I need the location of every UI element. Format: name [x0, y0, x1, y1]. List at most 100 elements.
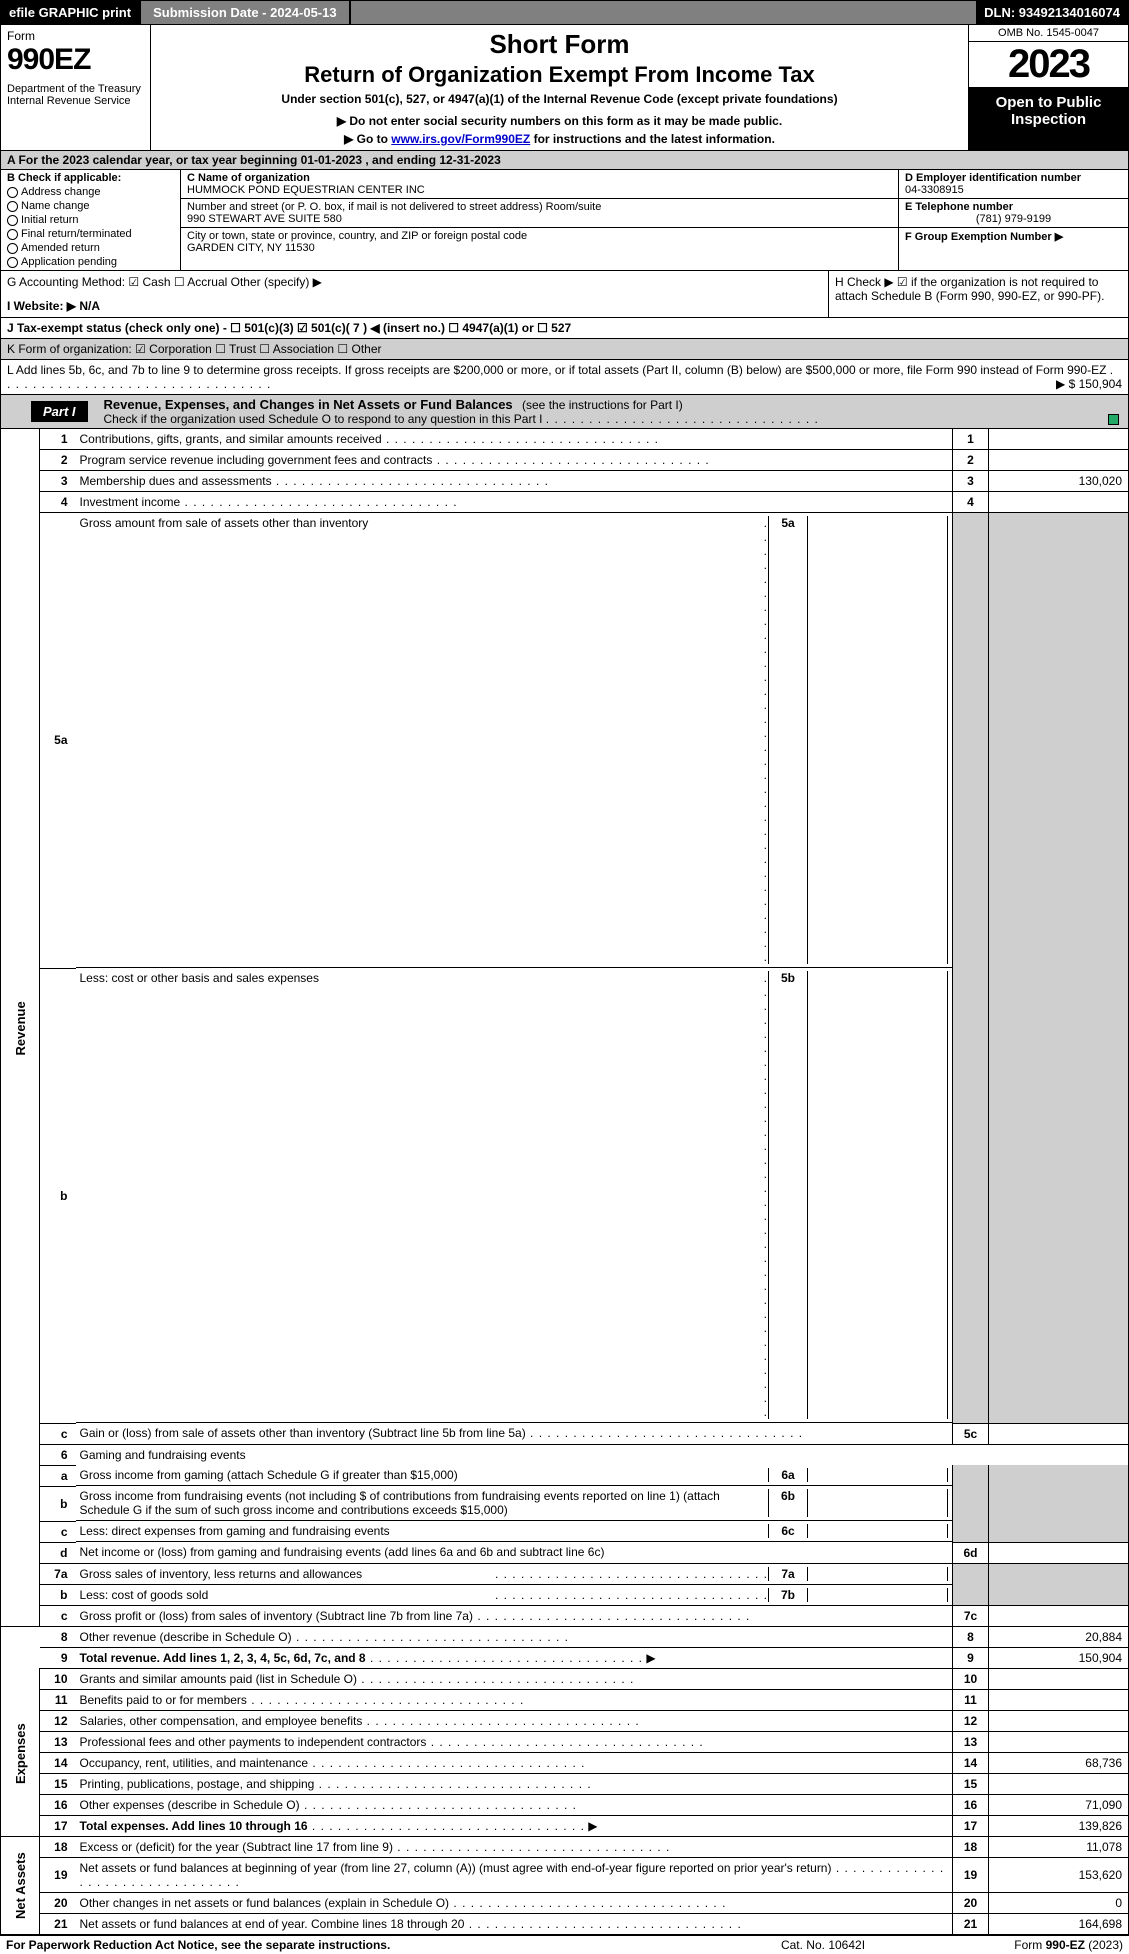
- line-9-amt: 150,904: [989, 1648, 1129, 1669]
- line-1-amt: [989, 429, 1129, 450]
- line-4-text: Investment income: [76, 492, 953, 513]
- revenue-table: Revenue 1 Contributions, gifts, grants, …: [0, 429, 1129, 1935]
- line-6b: Gross income from fundraising events (no…: [76, 1486, 953, 1521]
- efile-label[interactable]: efile GRAPHIC print: [1, 1, 139, 24]
- line-8: Other revenue (describe in Schedule O): [76, 1627, 953, 1648]
- line-5c: Gain or (loss) from sale of assets other…: [76, 1423, 953, 1444]
- part1-title: Revenue, Expenses, and Changes in Net As…: [94, 397, 513, 412]
- line-5b: Less: cost or other basis and sales expe…: [76, 968, 953, 1423]
- d-ein: D Employer identification number 04-3308…: [899, 170, 1128, 199]
- line-3-text: Membership dues and assessments: [76, 471, 953, 492]
- c-name-label: C Name of organization: [187, 172, 892, 184]
- line-20-amt: 0: [989, 1893, 1129, 1914]
- return-title: Return of Organization Exempt From Incom…: [159, 62, 960, 88]
- line-14: Occupancy, rent, utilities, and maintena…: [76, 1753, 953, 1774]
- line-10: Grants and similar amounts paid (list in…: [76, 1669, 953, 1690]
- line-6c: Less: direct expenses from gaming and fu…: [76, 1521, 953, 1542]
- line-16-amt: 71,090: [989, 1795, 1129, 1816]
- line-2-text: Program service revenue including govern…: [76, 450, 953, 471]
- ln-1: 1: [40, 429, 76, 450]
- line-19: Net assets or fund balances at beginning…: [76, 1858, 953, 1893]
- goto-instructions: ▶ Go to www.irs.gov/Form990EZ for instru…: [159, 132, 960, 146]
- irs-link[interactable]: www.irs.gov/Form990EZ: [391, 132, 530, 146]
- line-5a: Gross amount from sale of assets other t…: [76, 513, 953, 968]
- line-6: Gaming and fundraising events: [76, 1444, 1129, 1465]
- section-def: D Employer identification number 04-3308…: [898, 170, 1128, 270]
- header-mid: Short Form Return of Organization Exempt…: [151, 25, 968, 150]
- b-opt-amended[interactable]: Amended return: [7, 242, 174, 254]
- line-20: Other changes in net assets or fund bala…: [76, 1893, 953, 1914]
- department: Department of the Treasury Internal Reve…: [7, 83, 144, 107]
- line-13: Professional fees and other payments to …: [76, 1732, 953, 1753]
- footer-mid: Cat. No. 10642I: [723, 1938, 923, 1952]
- section-a-text: A For the 2023 calendar year, or tax yea…: [7, 153, 501, 167]
- line-6d: Net income or (loss) from gaming and fun…: [76, 1542, 953, 1563]
- b-opt-final[interactable]: Final return/terminated: [7, 228, 174, 240]
- b-opt-address[interactable]: Address change: [7, 186, 174, 198]
- l-amount: ▶ $ 150,904: [1056, 377, 1122, 391]
- line-7a: Gross sales of inventory, less returns a…: [76, 1564, 953, 1585]
- line-17-amt: 139,826: [989, 1816, 1129, 1837]
- part1-checkbox[interactable]: [1108, 414, 1119, 425]
- line-21: Net assets or fund balances at end of ye…: [76, 1914, 953, 1935]
- footer-left: For Paperwork Reduction Act Notice, see …: [6, 1938, 723, 1952]
- c-name: C Name of organization HUMMOCK POND EQUE…: [181, 170, 898, 199]
- section-b: B Check if applicable: Address change Na…: [1, 170, 181, 270]
- line-1-text: Contributions, gifts, grants, and simila…: [76, 429, 953, 450]
- part1-tag: Part I: [31, 401, 88, 422]
- dln: DLN: 93492134016074: [976, 1, 1128, 24]
- line-9: Total revenue. Add lines 1, 2, 3, 4, 5c,…: [76, 1648, 953, 1669]
- c-city-label: City or town, state or province, country…: [187, 230, 892, 242]
- line-6a: Gross income from gaming (attach Schedul…: [76, 1465, 953, 1486]
- b-opt-pending[interactable]: Application pending: [7, 256, 174, 268]
- section-k: K Form of organization: ☑ Corporation ☐ …: [0, 339, 1129, 360]
- e-phone: E Telephone number (781) 979-9199: [899, 199, 1128, 228]
- line-21-amt: 164,698: [989, 1914, 1129, 1935]
- section-a: A For the 2023 calendar year, or tax yea…: [0, 151, 1129, 170]
- ssn-warning: ▶ Do not enter social security numbers o…: [159, 114, 960, 128]
- line-1-num: 1: [953, 429, 989, 450]
- part1-sub: (see the instructions for Part I): [516, 398, 683, 412]
- b-opt-initial[interactable]: Initial return: [7, 214, 174, 226]
- line-14-amt: 68,736: [989, 1753, 1129, 1774]
- line-19-amt: 153,620: [989, 1858, 1129, 1893]
- footer: For Paperwork Reduction Act Notice, see …: [0, 1935, 1129, 1954]
- line-11: Benefits paid to or for members: [76, 1690, 953, 1711]
- line-8-amt: 20,884: [989, 1627, 1129, 1648]
- goto-pre: ▶ Go to: [344, 132, 391, 146]
- g-accounting: G Accounting Method: ☑ Cash ☐ Accrual Ot…: [7, 275, 822, 289]
- f-label: F Group Exemption Number ▶: [905, 231, 1063, 243]
- form-number: 990EZ: [7, 43, 144, 77]
- ein-value: 04-3308915: [905, 184, 964, 196]
- line-12: Salaries, other compensation, and employ…: [76, 1711, 953, 1732]
- line-18-amt: 11,078: [989, 1837, 1129, 1858]
- line-17: Total expenses. Add lines 10 through 16 …: [76, 1816, 953, 1837]
- header-right: OMB No. 1545-0047 2023 Open to Public In…: [968, 25, 1128, 150]
- header-left: Form 990EZ Department of the Treasury In…: [1, 25, 151, 150]
- org-name: HUMMOCK POND EQUESTRIAN CENTER INC: [187, 184, 425, 196]
- form-word: Form: [7, 29, 144, 43]
- c-addr-label: Number and street (or P. O. box, if mail…: [187, 201, 892, 213]
- section-h: H Check ▶ ☑ if the organization is not r…: [828, 271, 1128, 317]
- b-label: B Check if applicable:: [7, 172, 121, 184]
- line-7c: Gross profit or (loss) from sales of inv…: [76, 1606, 953, 1627]
- section-c: C Name of organization HUMMOCK POND EQUE…: [181, 170, 898, 270]
- i-website: I Website: ▶ N/A: [7, 299, 822, 313]
- c-city: City or town, state or province, country…: [181, 228, 898, 256]
- gh-row: G Accounting Method: ☑ Cash ☐ Accrual Ot…: [0, 271, 1129, 318]
- side-expenses: Expenses: [1, 1669, 40, 1837]
- side-revenue: Revenue: [1, 429, 40, 1627]
- topbar: efile GRAPHIC print Submission Date - 20…: [0, 0, 1129, 25]
- short-form-title: Short Form: [159, 29, 960, 60]
- d-label: D Employer identification number: [905, 172, 1081, 184]
- line-3-amt: 130,020: [989, 471, 1129, 492]
- section-j: J Tax-exempt status (check only one) - ☐…: [0, 318, 1129, 339]
- goto-post: for instructions and the latest informat…: [530, 132, 775, 146]
- form-header: Form 990EZ Department of the Treasury In…: [0, 25, 1129, 151]
- f-group: F Group Exemption Number ▶: [899, 228, 1128, 270]
- under-section: Under section 501(c), 527, or 4947(a)(1)…: [159, 92, 960, 106]
- org-addr: 990 STEWART AVE SUITE 580: [187, 213, 342, 225]
- b-opt-name[interactable]: Name change: [7, 200, 174, 212]
- line-15: Printing, publications, postage, and shi…: [76, 1774, 953, 1795]
- part1-title-wrap: Revenue, Expenses, and Changes in Net As…: [88, 395, 1128, 428]
